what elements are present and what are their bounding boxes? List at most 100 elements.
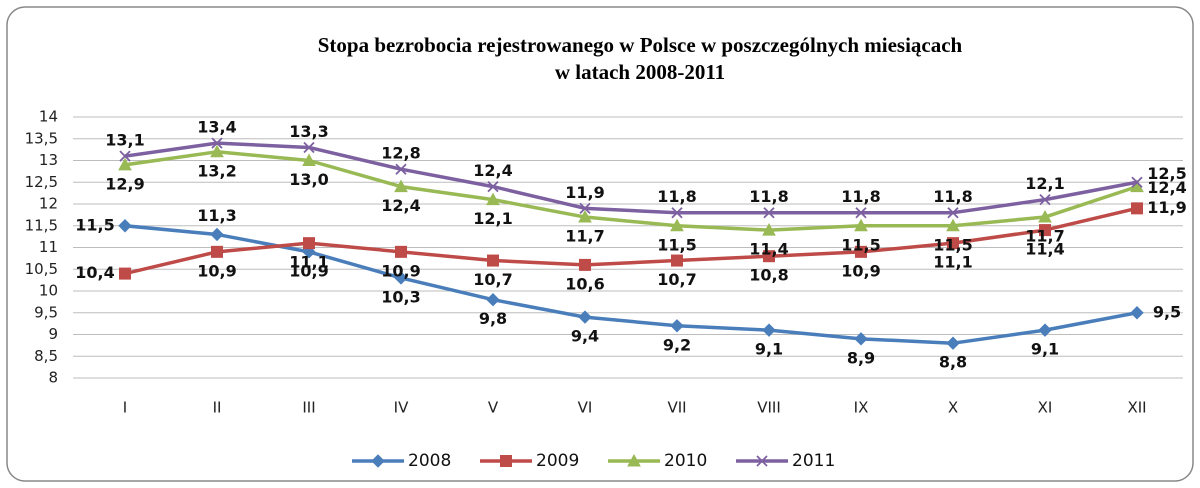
data-label: 11,9 [565, 183, 604, 202]
y-tick-label: 9,5 [34, 303, 58, 321]
point [395, 163, 407, 175]
series: 12,9 13,2 13,0 12,4 12,1 11,7 11,5 11,4 11,5 11,5… [105, 144, 1187, 259]
data-label: 10,7 [473, 270, 512, 289]
data-label: 11,5 [841, 235, 880, 254]
point [855, 207, 867, 219]
series-line [124, 141, 1138, 215]
x-tick-label: V [488, 399, 499, 417]
data-label: 12,1 [473, 209, 512, 228]
x-tick-label: VII [667, 399, 686, 417]
data-label: 9,4 [571, 327, 599, 346]
data-label: 12,9 [105, 174, 144, 193]
x-tick-label: IV [394, 399, 409, 417]
data-label: 11,4 [1025, 240, 1064, 259]
data-label: 10,9 [197, 261, 236, 280]
series: 10,4 10,9 11,1 10,9 10,7 10,6 10,7 10,8 10,9 11,1… [75, 198, 1186, 294]
y-tick-label: 10 [39, 282, 58, 300]
x-tick-label: III [302, 399, 315, 417]
point [210, 227, 224, 242]
data-label: 10,9 [841, 261, 880, 280]
point [763, 207, 775, 219]
point [394, 271, 408, 285]
x-tick-label: II [213, 399, 222, 417]
point [395, 245, 407, 258]
point [946, 336, 960, 350]
point [762, 223, 776, 236]
data-label: 10,4 [75, 263, 114, 282]
point [947, 207, 959, 219]
data-label: 12,1 [1025, 174, 1064, 193]
data-label: 9,1 [755, 340, 783, 359]
point [394, 179, 408, 193]
point [118, 219, 132, 233]
point [671, 254, 683, 267]
point [579, 258, 591, 271]
y-tick-label: 9 [48, 325, 58, 343]
y-tick-label: 11,5 [25, 216, 58, 234]
legend-item: 2008 [352, 451, 451, 471]
point [486, 192, 500, 206]
y-tick-label: 13,5 [25, 129, 58, 147]
y-tick-label: 8,5 [34, 347, 58, 365]
data-label: 9,8 [479, 309, 507, 328]
data-label: 12,8 [381, 144, 420, 163]
data-label: 11,8 [657, 187, 696, 206]
series-line [124, 206, 1138, 276]
legend-label: 2010 [664, 451, 707, 471]
point [670, 319, 684, 333]
series: 13,113,4 13,312,812,411,9 11,8 11,8 11,8 11,8… [105, 118, 1187, 219]
data-label: 9,5 [1153, 302, 1181, 321]
point [303, 141, 315, 154]
y-tick-label: 10,5 [25, 260, 58, 278]
point [946, 218, 960, 232]
data-label: 11,5 [933, 235, 972, 254]
data-label: 11,5 [75, 215, 114, 234]
data-label: 11,4 [749, 240, 788, 259]
point [1039, 194, 1051, 206]
point [579, 202, 591, 214]
point [1039, 224, 1051, 237]
point [303, 237, 315, 250]
point [855, 245, 867, 258]
data-label: 12,4 [1147, 178, 1186, 197]
data-label: 12,4 [381, 196, 420, 215]
data-label: 12,4 [473, 161, 512, 180]
data-label: 11,7 [565, 227, 604, 246]
data-label: 10,8 [749, 266, 788, 285]
point [670, 218, 684, 232]
legend-label: 2011 [792, 451, 835, 471]
data-label: 11,5 [657, 235, 696, 254]
data-label: 9,1 [1031, 340, 1059, 359]
data-label: 11,8 [933, 187, 972, 206]
point [578, 210, 592, 223]
y-tick-label: 12,5 [25, 173, 58, 191]
data-label: 11,1 [933, 253, 972, 272]
point [578, 310, 592, 324]
legend-marker [627, 453, 641, 467]
legend-marker [756, 455, 768, 467]
x-tick-label: VI [578, 399, 593, 417]
data-label: 10,9 [381, 261, 420, 280]
point [1038, 210, 1052, 223]
point [486, 292, 500, 307]
point [487, 180, 499, 193]
point [210, 144, 224, 158]
point [947, 237, 959, 250]
legend-item: 2011 [736, 451, 835, 471]
y-tick-label: 14 [39, 108, 58, 126]
point [1131, 202, 1143, 215]
data-label: 11,7 [1025, 227, 1064, 246]
x-tick-label: VIII [757, 399, 781, 417]
point [854, 218, 868, 232]
x-tick-label: XI [1038, 399, 1053, 417]
point [763, 250, 775, 263]
y-tick-label: 8 [48, 369, 58, 387]
point [671, 207, 683, 219]
x-tick-label: IX [854, 399, 869, 417]
legend-label: 2009 [536, 451, 579, 471]
x-tick-label: X [948, 399, 958, 417]
point [854, 332, 868, 346]
y-tick-label: 11 [39, 238, 58, 256]
legend-item: 2010 [608, 451, 707, 471]
